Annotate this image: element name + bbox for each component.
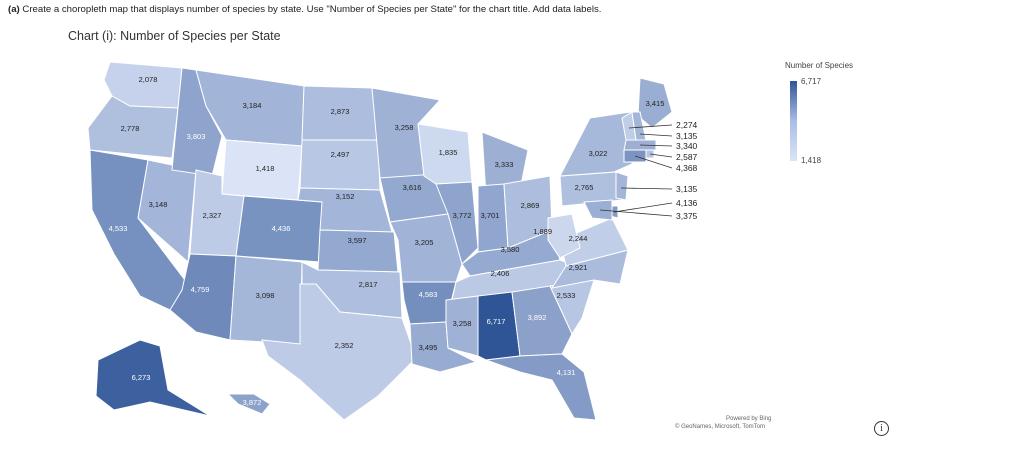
legend-title: Number of Species bbox=[785, 61, 854, 70]
info-icon[interactable]: i bbox=[874, 421, 889, 436]
state-region-ny[interactable] bbox=[559, 111, 633, 177]
state-region-il[interactable] bbox=[435, 181, 479, 265]
data-label-hi: 3,872 bbox=[243, 398, 262, 407]
data-label-oh: 2,869 bbox=[521, 201, 540, 210]
data-label-or: 2,778 bbox=[121, 124, 140, 133]
map-copyright: © GeoNames, Microsoft, TomTom bbox=[675, 424, 765, 430]
data-label-nd: 2,873 bbox=[331, 107, 350, 116]
data-label-ca: 4,533 bbox=[109, 224, 128, 233]
state-region-sd[interactable] bbox=[299, 139, 381, 191]
instruction-text: (a) Create a choropleth map that display… bbox=[8, 4, 601, 15]
data-label-mt: 3,184 bbox=[243, 101, 262, 110]
data-label-ok: 2,817 bbox=[359, 280, 378, 289]
state-region-ak[interactable] bbox=[95, 339, 211, 417]
state-region-wv[interactable] bbox=[547, 213, 581, 259]
data-label-md: 3,375 bbox=[676, 211, 698, 221]
data-label-ar: 4,583 bbox=[419, 290, 438, 299]
data-label-sd: 2,497 bbox=[331, 150, 350, 159]
data-label-ms: 3,258 bbox=[453, 319, 472, 328]
state-region-or[interactable] bbox=[87, 95, 179, 159]
data-label-sc: 2,533 bbox=[557, 291, 576, 300]
data-label-wi: 1,835 bbox=[439, 148, 458, 157]
legend-min-label: 1,418 bbox=[801, 156, 822, 165]
data-label-ks: 3,597 bbox=[348, 236, 367, 245]
callout-line-nj bbox=[620, 187, 673, 190]
state-region-md[interactable] bbox=[583, 199, 613, 221]
state-region-fl[interactable] bbox=[485, 353, 597, 421]
data-label-ky: 3,580 bbox=[501, 245, 520, 254]
instruction-body: Create a choropleth map that displays nu… bbox=[22, 4, 602, 15]
state-region-ms[interactable] bbox=[445, 295, 479, 357]
data-label-wv: 1,889 bbox=[533, 227, 552, 236]
data-label-ct: 4,368 bbox=[676, 163, 698, 173]
data-label-ny: 3,022 bbox=[589, 149, 608, 158]
data-label-ut: 2,327 bbox=[203, 211, 222, 220]
data-label-ia: 3,616 bbox=[403, 183, 422, 192]
callout-line-ri bbox=[649, 153, 673, 158]
data-label-ga: 3,892 bbox=[528, 313, 547, 322]
legend-color-bar bbox=[790, 81, 797, 161]
callout-line-ct bbox=[634, 155, 673, 169]
data-label-ri: 2,587 bbox=[676, 152, 698, 162]
state-region-tx[interactable] bbox=[261, 283, 417, 421]
data-label-az: 4,759 bbox=[191, 285, 210, 294]
state-region-nm[interactable] bbox=[229, 255, 303, 345]
data-label-wa: 2,078 bbox=[139, 75, 158, 84]
data-label-fl: 4,131 bbox=[557, 368, 576, 377]
state-region-ga[interactable] bbox=[511, 285, 573, 357]
data-label-mo: 3,205 bbox=[415, 238, 434, 247]
bing-attribution: Powered by Bing bbox=[726, 416, 772, 422]
data-label-de: 4,136 bbox=[676, 198, 698, 208]
data-label-nv: 3,148 bbox=[149, 200, 168, 209]
data-label-ma: 3,340 bbox=[676, 141, 698, 151]
state-region-me[interactable] bbox=[637, 77, 673, 129]
data-label-mi: 3,333 bbox=[495, 160, 514, 169]
data-label-pa: 2,765 bbox=[575, 183, 594, 192]
callout-line-de bbox=[613, 202, 673, 213]
data-label-wy: 1,418 bbox=[256, 164, 275, 173]
data-label-co: 4,436 bbox=[272, 224, 291, 233]
data-label-mn: 3,258 bbox=[395, 123, 414, 132]
callout-line-nh bbox=[639, 133, 673, 137]
data-label-ak: 6,273 bbox=[132, 373, 151, 382]
state-region-nj[interactable] bbox=[615, 171, 629, 201]
callout-line-ma bbox=[639, 144, 673, 147]
callout-line-md bbox=[599, 209, 673, 217]
chart-title: Chart (i): Number of Species per State bbox=[68, 29, 281, 43]
data-label-me: 3,415 bbox=[646, 99, 665, 108]
data-label-vt: 2,274 bbox=[676, 120, 698, 130]
data-label-nj: 3,135 bbox=[676, 184, 698, 194]
data-label-nh: 3,135 bbox=[676, 131, 698, 141]
legend-max-label: 6,717 bbox=[801, 77, 822, 86]
data-label-al: 6,717 bbox=[487, 317, 506, 326]
data-label-il: 3,772 bbox=[453, 211, 472, 220]
data-label-nc: 2,921 bbox=[569, 263, 588, 272]
data-label-nm: 3,098 bbox=[256, 291, 275, 300]
state-region-va[interactable] bbox=[559, 217, 629, 267]
data-label-tx: 2,352 bbox=[335, 341, 354, 350]
data-label-ne: 3,152 bbox=[336, 192, 355, 201]
data-label-id: 3,803 bbox=[187, 132, 206, 141]
callout-line-vt bbox=[628, 124, 673, 129]
state-region-az[interactable] bbox=[169, 253, 237, 341]
data-label-va: 2,244 bbox=[569, 234, 588, 243]
data-label-in: 3,701 bbox=[481, 211, 500, 220]
instruction-label: (a) bbox=[8, 4, 20, 15]
data-label-tn: 2,406 bbox=[491, 269, 510, 278]
state-region-hi[interactable] bbox=[226, 393, 271, 415]
data-label-la: 3,495 bbox=[419, 343, 438, 352]
